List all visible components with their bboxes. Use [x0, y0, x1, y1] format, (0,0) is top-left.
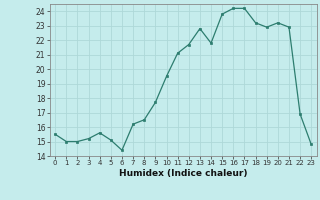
X-axis label: Humidex (Indice chaleur): Humidex (Indice chaleur): [119, 169, 247, 178]
